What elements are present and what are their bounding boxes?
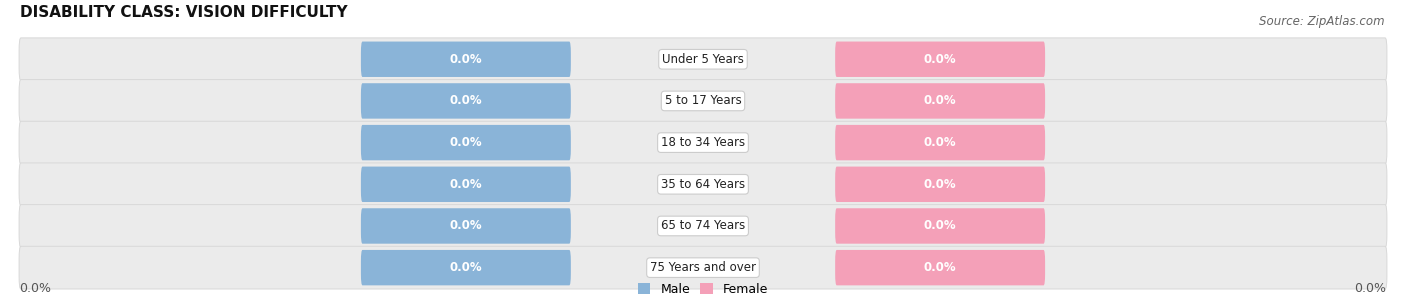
FancyBboxPatch shape [361,250,571,285]
Text: 0.0%: 0.0% [450,220,482,232]
Text: 0.0%: 0.0% [924,220,956,232]
Text: 0.0%: 0.0% [450,95,482,107]
FancyBboxPatch shape [835,208,1045,244]
Text: 0.0%: 0.0% [924,261,956,274]
Text: 0.0%: 0.0% [1354,282,1386,295]
Text: 0.0%: 0.0% [450,178,482,191]
Text: Source: ZipAtlas.com: Source: ZipAtlas.com [1260,15,1385,28]
Text: 0.0%: 0.0% [450,136,482,149]
Text: DISABILITY CLASS: VISION DIFFICULTY: DISABILITY CLASS: VISION DIFFICULTY [20,5,347,20]
Text: 0.0%: 0.0% [924,178,956,191]
Text: 0.0%: 0.0% [450,261,482,274]
FancyBboxPatch shape [20,246,1386,289]
FancyBboxPatch shape [20,80,1386,122]
FancyBboxPatch shape [835,167,1045,202]
FancyBboxPatch shape [835,41,1045,77]
FancyBboxPatch shape [835,83,1045,119]
FancyBboxPatch shape [20,205,1386,247]
FancyBboxPatch shape [20,38,1386,81]
Text: 0.0%: 0.0% [20,282,52,295]
FancyBboxPatch shape [361,41,571,77]
FancyBboxPatch shape [835,125,1045,160]
FancyBboxPatch shape [835,250,1045,285]
Text: 65 to 74 Years: 65 to 74 Years [661,220,745,232]
Text: Under 5 Years: Under 5 Years [662,53,744,66]
FancyBboxPatch shape [20,163,1386,206]
Text: 75 Years and over: 75 Years and over [650,261,756,274]
FancyBboxPatch shape [361,83,571,119]
Text: 5 to 17 Years: 5 to 17 Years [665,95,741,107]
Text: 0.0%: 0.0% [924,53,956,66]
FancyBboxPatch shape [361,167,571,202]
Text: 18 to 34 Years: 18 to 34 Years [661,136,745,149]
Text: 0.0%: 0.0% [924,136,956,149]
FancyBboxPatch shape [20,121,1386,164]
Legend: Male, Female: Male, Female [633,278,773,301]
Text: 0.0%: 0.0% [924,95,956,107]
FancyBboxPatch shape [361,125,571,160]
Text: 0.0%: 0.0% [450,53,482,66]
FancyBboxPatch shape [361,208,571,244]
Text: 35 to 64 Years: 35 to 64 Years [661,178,745,191]
